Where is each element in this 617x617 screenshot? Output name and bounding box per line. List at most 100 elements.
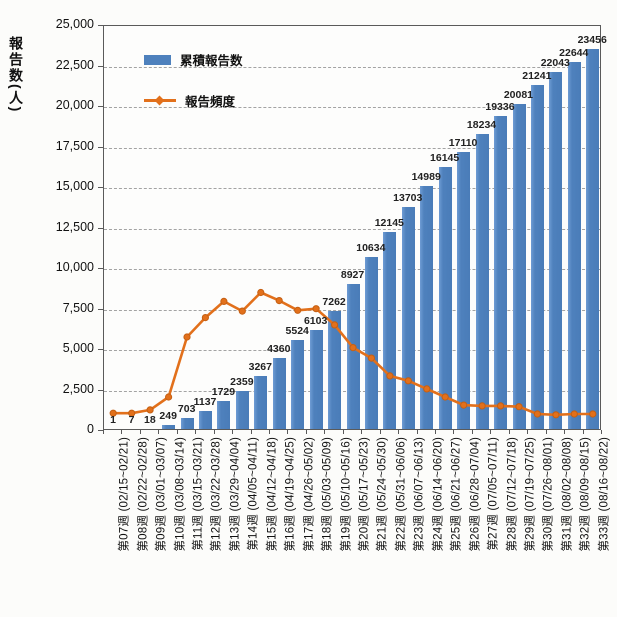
x-tick-label: 第13週 (03/29~04/04) bbox=[229, 437, 242, 552]
legend-label-cumulative: 累積報告数 bbox=[180, 54, 243, 68]
x-tick-label: 第12週 (03/22~03/28) bbox=[210, 437, 223, 552]
x-tick-label: 第20週 (05/17~05/23) bbox=[358, 437, 371, 552]
x-tick-label: 第26週 (06/28~07/04) bbox=[469, 437, 482, 552]
x-tick-label: 第09週 (03/01~03/07) bbox=[155, 437, 168, 552]
x-tick-mark bbox=[490, 430, 492, 434]
bar bbox=[235, 390, 249, 429]
y-tick-mark bbox=[98, 349, 103, 350]
plot-area: 1 7 18 249 703 1137 1729 2359 3267 4360 5524 6103 72… bbox=[103, 25, 607, 430]
x-tick-label: 第31週 (08/02~08/08) bbox=[561, 437, 574, 552]
y-tick-mark bbox=[98, 268, 103, 269]
x-tick-label: 第08週 (02/22~02/28) bbox=[137, 437, 150, 552]
data-point-marker bbox=[460, 401, 468, 409]
bar bbox=[475, 133, 489, 429]
data-point-marker bbox=[589, 410, 597, 418]
bar bbox=[328, 311, 342, 429]
bar bbox=[291, 339, 305, 429]
data-point-marker bbox=[128, 409, 136, 417]
y-tick-mark bbox=[98, 227, 103, 229]
bar-value-label: 10634 bbox=[356, 241, 386, 254]
x-tick-label: 第32週 (08/09~08/15) bbox=[579, 437, 592, 552]
y-tick-mark bbox=[98, 106, 103, 107]
bar-value-label: 5524 bbox=[285, 324, 309, 337]
legend-label-frequency: 報告頻度 bbox=[185, 95, 236, 109]
bar bbox=[217, 401, 231, 429]
x-tick-mark bbox=[342, 430, 344, 434]
bar bbox=[401, 207, 415, 429]
bar-value-label: 14989 bbox=[411, 171, 441, 184]
x-tick-label: 第22週 (05/31~06/06) bbox=[395, 437, 408, 552]
x-tick-mark bbox=[269, 430, 270, 434]
x-tick-mark bbox=[453, 430, 455, 434]
y-tick-mark bbox=[98, 308, 103, 310]
bar-value-label: 19336 bbox=[485, 100, 515, 113]
bar-value-label: 17110 bbox=[448, 136, 478, 149]
x-tick-label: 第25週 (06/21~06/27) bbox=[450, 437, 463, 552]
x-tick-label: 第33週 (08/16~08/22) bbox=[598, 437, 611, 552]
x-tick-mark bbox=[250, 430, 252, 434]
x-tick-mark bbox=[195, 430, 197, 434]
x-tick-label: 第17週 (04/26~05/02) bbox=[303, 437, 316, 552]
data-point-marker bbox=[404, 377, 412, 385]
bar-swatch-icon bbox=[144, 54, 171, 65]
x-tick-label: 第10週 (03/08~03/14) bbox=[174, 437, 187, 552]
bar bbox=[272, 358, 286, 429]
line-series-report-frequency bbox=[109, 288, 597, 419]
bar-value-label: 18234 bbox=[466, 118, 497, 131]
bar-value-label: 4360 bbox=[267, 343, 291, 356]
x-tick-label: 第30週 (07/26~08/01) bbox=[542, 437, 555, 552]
y-tick-label: 10,000 bbox=[55, 260, 94, 274]
data-point-marker bbox=[570, 410, 578, 418]
data-point-marker bbox=[515, 403, 523, 411]
y-tick-label: 25,000 bbox=[55, 17, 94, 31]
y-tick-label: 22,500 bbox=[55, 57, 94, 72]
x-tick-mark bbox=[527, 430, 529, 434]
x-tick-mark bbox=[361, 430, 363, 434]
gridline bbox=[104, 269, 600, 270]
x-tick-mark bbox=[176, 430, 178, 434]
x-tick-mark bbox=[287, 430, 289, 434]
bar bbox=[346, 284, 360, 429]
x-tick-mark bbox=[545, 430, 547, 434]
x-tick-mark bbox=[103, 430, 104, 434]
y-tick-label: 0 bbox=[87, 422, 94, 436]
y-tick-mark bbox=[98, 25, 103, 26]
x-tick-mark bbox=[471, 430, 473, 434]
bar bbox=[549, 71, 563, 429]
bar-value-label: 249 bbox=[159, 409, 177, 422]
bar-value-label: 2359 bbox=[230, 375, 254, 388]
bar bbox=[198, 410, 212, 429]
bar-value-label: 12145 bbox=[374, 217, 404, 230]
data-point-marker bbox=[367, 354, 375, 362]
y-tick-label: 12,500 bbox=[55, 219, 94, 234]
bar-value-label: 1137 bbox=[193, 395, 217, 408]
y-tick-label: 5,000 bbox=[62, 341, 94, 355]
gridline bbox=[104, 107, 600, 108]
x-tick-mark bbox=[435, 430, 436, 434]
x-tick-mark bbox=[601, 430, 602, 434]
x-tick-mark bbox=[508, 430, 510, 434]
x-tick-mark bbox=[564, 430, 566, 434]
legend-item-cumulative-reports: 累積報告数 bbox=[144, 50, 243, 69]
gridline bbox=[104, 147, 600, 149]
bar bbox=[438, 167, 452, 429]
data-point-marker bbox=[109, 409, 117, 417]
data-point-marker bbox=[146, 406, 154, 414]
frequency-line bbox=[111, 291, 595, 417]
data-point-marker bbox=[220, 297, 228, 305]
y-tick-mark bbox=[98, 65, 103, 67]
bar-value-label: 7 bbox=[128, 413, 135, 426]
x-tick-label: 第28週 (07/12~07/18) bbox=[506, 437, 519, 552]
y-tick-label: 17,500 bbox=[55, 138, 94, 153]
y-tick-mark bbox=[98, 187, 103, 188]
data-point-marker bbox=[331, 321, 339, 329]
y-tick-mark bbox=[98, 430, 103, 431]
bar-value-label: 21241 bbox=[522, 69, 552, 82]
y-tick-label: 2,500 bbox=[62, 381, 94, 396]
gridline bbox=[104, 228, 600, 230]
gridline bbox=[104, 66, 600, 68]
bar-value-label: 23456 bbox=[577, 34, 607, 47]
gridline bbox=[104, 188, 600, 189]
bar bbox=[254, 376, 268, 429]
bar-value-label: 3267 bbox=[248, 361, 272, 374]
